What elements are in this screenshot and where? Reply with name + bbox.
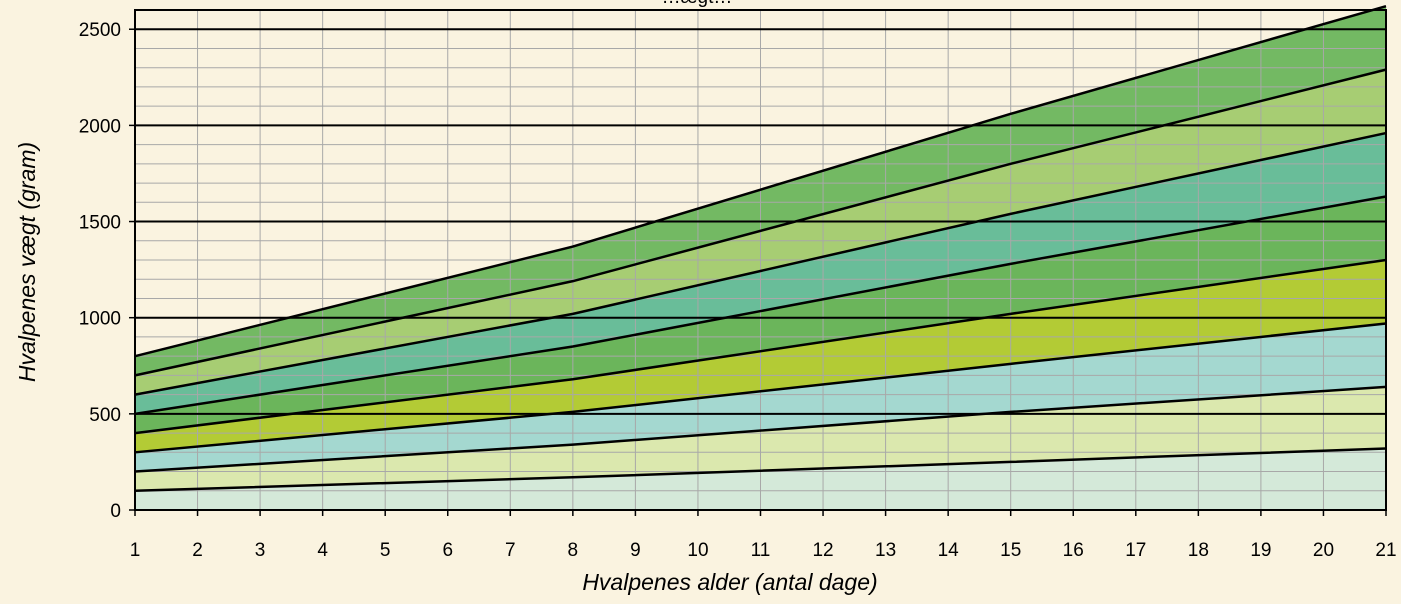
x-axis-title: Hvalpenes alder (antal dage) bbox=[582, 569, 877, 595]
y-tick-label: 1000 bbox=[79, 309, 121, 330]
y-tick-label: 2500 bbox=[79, 20, 121, 41]
x-tick-label: 6 bbox=[442, 540, 453, 561]
x-tick-label: 19 bbox=[1250, 540, 1271, 561]
weight-curve-7 bbox=[134, 68, 1387, 377]
x-tick-label: 11 bbox=[751, 540, 771, 561]
weight-curve-6 bbox=[134, 131, 1387, 396]
x-tick-label: 9 bbox=[630, 540, 641, 561]
x-tick-label: 7 bbox=[505, 540, 516, 561]
weight-curve-3 bbox=[134, 322, 1387, 454]
x-tick-label: 1 bbox=[130, 540, 141, 561]
weight-curve-2 bbox=[134, 385, 1387, 473]
x-tick-label: 13 bbox=[875, 540, 896, 561]
x-tick-label: 12 bbox=[812, 540, 833, 561]
y-tick-label: 500 bbox=[89, 405, 121, 426]
y-axis-title: Hvalpenes vægt (gram) bbox=[14, 142, 40, 382]
x-tick-label: 4 bbox=[317, 540, 328, 561]
x-tick-label: 14 bbox=[938, 540, 960, 561]
weight-curve-8 bbox=[134, 4, 1387, 358]
chart-title: …ægt… bbox=[662, 0, 733, 8]
x-tick-label: 15 bbox=[1000, 540, 1021, 561]
y-tick-label: 0 bbox=[110, 501, 121, 522]
y-axis-ticks: 0 500 1000 1500 2000 2500 bbox=[79, 20, 135, 522]
weight-curve-5 bbox=[134, 195, 1387, 416]
x-tick-label: 5 bbox=[380, 540, 391, 561]
y-tick-label: 2000 bbox=[79, 116, 121, 137]
x-tick-label: 10 bbox=[687, 540, 708, 561]
x-tick-label: 18 bbox=[1188, 540, 1209, 561]
x-tick-label: 2 bbox=[192, 540, 203, 561]
x-tick-label: 21 bbox=[1375, 540, 1396, 561]
x-tick-label: 16 bbox=[1063, 540, 1084, 561]
x-tick-label: 3 bbox=[255, 540, 266, 561]
x-tick-label: 8 bbox=[568, 540, 579, 561]
x-axis-ticks: 1 2 3 4 5 6 7 8 9 10 11 12 13 14 15 16 17 18 19 20 21 bbox=[130, 510, 1397, 561]
x-tick-label: 20 bbox=[1313, 540, 1334, 561]
x-tick-label: 17 bbox=[1125, 540, 1146, 561]
weight-curve-4 bbox=[134, 258, 1387, 435]
y-tick-label: 1500 bbox=[79, 213, 121, 234]
weight-curves bbox=[134, 4, 1387, 493]
weight-curve-1 bbox=[134, 447, 1387, 493]
